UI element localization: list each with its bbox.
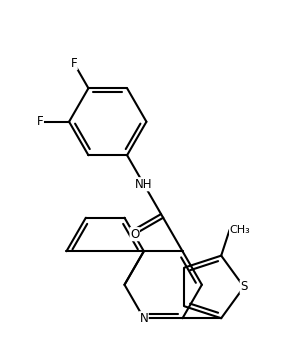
Text: CH₃: CH₃ xyxy=(229,225,250,235)
Text: NH: NH xyxy=(135,178,153,191)
Text: F: F xyxy=(71,56,77,70)
Text: F: F xyxy=(37,115,43,128)
Text: O: O xyxy=(130,228,139,241)
Text: N: N xyxy=(139,312,148,325)
Text: S: S xyxy=(240,281,248,294)
